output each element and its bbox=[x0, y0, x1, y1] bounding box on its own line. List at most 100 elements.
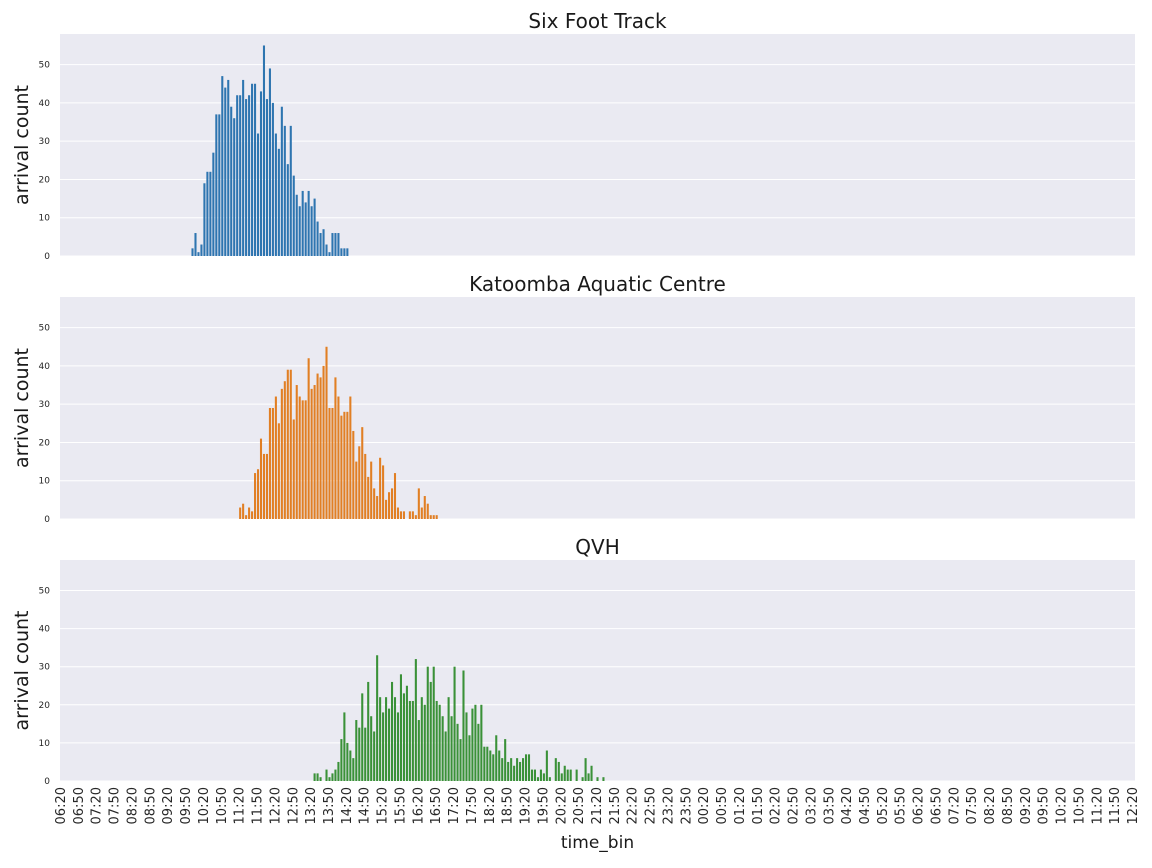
bar bbox=[227, 79, 230, 257]
bar bbox=[513, 765, 516, 781]
bar bbox=[483, 746, 486, 781]
bar bbox=[414, 515, 417, 519]
y-tick-label: 10 bbox=[39, 477, 51, 487]
x-tick-label: 01:50 bbox=[751, 787, 766, 824]
bar bbox=[402, 511, 405, 519]
y-tick-label: 30 bbox=[39, 663, 51, 673]
bar bbox=[417, 488, 420, 519]
bar bbox=[292, 175, 295, 256]
panel-title: QVH bbox=[575, 535, 619, 559]
bar bbox=[328, 252, 331, 256]
bar bbox=[325, 346, 328, 519]
bar bbox=[510, 758, 513, 781]
bar bbox=[218, 114, 221, 256]
bar bbox=[352, 758, 355, 781]
x-tick-label: 14:50 bbox=[358, 787, 373, 824]
bar bbox=[581, 777, 584, 781]
x-tick-label: 10:20 bbox=[197, 787, 212, 824]
bar bbox=[212, 152, 215, 256]
x-tick-label: 13:50 bbox=[322, 787, 337, 824]
bar bbox=[280, 106, 283, 256]
bar bbox=[590, 765, 593, 781]
bar bbox=[396, 507, 400, 519]
bar bbox=[280, 388, 283, 519]
bar bbox=[519, 761, 522, 781]
x-axis: 06:20 06:50 07:20 07:50 08:20 08:50 09:20 09:50… bbox=[54, 787, 1141, 853]
x-tick-label: 04:50 bbox=[858, 787, 873, 824]
bar bbox=[239, 95, 242, 257]
bar bbox=[495, 735, 498, 781]
bar bbox=[349, 750, 352, 781]
x-tick-label: 08:20 bbox=[983, 787, 998, 824]
bar bbox=[268, 68, 271, 256]
bar bbox=[456, 723, 459, 781]
y-tick-label: 50 bbox=[39, 586, 51, 596]
bar bbox=[319, 777, 322, 781]
bar bbox=[569, 769, 572, 781]
x-tick-label: 21:20 bbox=[590, 787, 605, 824]
x-tick-label: 04:20 bbox=[840, 787, 855, 824]
bar bbox=[286, 369, 289, 519]
bar bbox=[554, 758, 557, 781]
bar bbox=[382, 465, 385, 519]
bar bbox=[301, 400, 304, 519]
bar bbox=[239, 507, 242, 519]
bar bbox=[343, 248, 346, 256]
bar bbox=[328, 408, 331, 519]
bar bbox=[358, 727, 361, 781]
bar bbox=[268, 408, 271, 519]
bar bbox=[277, 148, 280, 256]
bar bbox=[352, 430, 355, 519]
bar bbox=[370, 716, 373, 781]
bar bbox=[215, 114, 218, 256]
bar bbox=[501, 758, 504, 781]
bar bbox=[364, 453, 367, 519]
bar bbox=[453, 666, 456, 781]
y-tick-label: 50 bbox=[39, 61, 51, 71]
y-tick-label: 0 bbox=[44, 777, 50, 787]
panel-title: Six Foot Track bbox=[528, 9, 667, 33]
x-tick-label: 03:20 bbox=[804, 787, 819, 824]
x-tick-label: 21:50 bbox=[608, 787, 623, 824]
y-tick-label: 40 bbox=[39, 625, 51, 635]
bar bbox=[545, 750, 548, 781]
bar bbox=[343, 411, 346, 519]
bar bbox=[393, 473, 397, 519]
bar bbox=[316, 221, 319, 256]
bar bbox=[429, 515, 432, 519]
bar bbox=[334, 233, 337, 256]
bar bbox=[197, 252, 200, 256]
x-tick-label: 17:20 bbox=[447, 787, 462, 824]
bar bbox=[411, 700, 414, 781]
bar bbox=[450, 716, 453, 781]
bar bbox=[331, 408, 334, 519]
y-tick-label: 0 bbox=[44, 515, 50, 525]
bar bbox=[524, 754, 528, 781]
x-tick-label: 15:50 bbox=[393, 787, 408, 824]
bar bbox=[364, 727, 367, 781]
bar bbox=[325, 244, 328, 256]
x-tick-label: 23:50 bbox=[679, 787, 694, 824]
bar bbox=[322, 365, 325, 519]
plot-background bbox=[60, 297, 1135, 519]
bar bbox=[355, 461, 358, 519]
bar bbox=[462, 670, 465, 781]
bar bbox=[304, 202, 307, 256]
bar bbox=[310, 388, 313, 519]
bar bbox=[367, 681, 370, 781]
bar bbox=[388, 492, 391, 519]
bar bbox=[251, 511, 254, 519]
bar bbox=[361, 693, 364, 781]
y-tick-label: 20 bbox=[39, 175, 51, 185]
bar bbox=[286, 164, 289, 256]
bar bbox=[441, 716, 444, 781]
x-tick-label: 09:20 bbox=[1019, 787, 1034, 824]
x-tick-label: 05:20 bbox=[876, 787, 891, 824]
x-axis-label: time_bin bbox=[561, 833, 634, 853]
bar bbox=[435, 700, 438, 781]
bar bbox=[254, 473, 257, 519]
bar bbox=[393, 697, 397, 781]
bar bbox=[575, 769, 578, 781]
bar bbox=[259, 438, 263, 519]
